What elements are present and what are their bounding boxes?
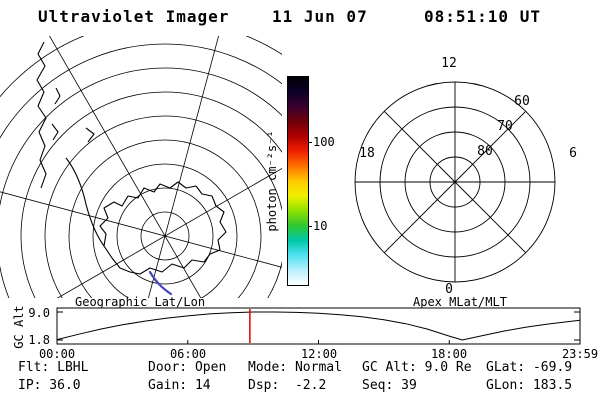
header-time: 08:51:10 UT [424, 7, 541, 26]
status-glon: GLon: 183.5 [486, 378, 573, 393]
status-seq: Seq: 39 [362, 378, 417, 393]
status-gain: Gain: 14 [148, 378, 211, 393]
left-coastline [36, 41, 47, 189]
altitude-plot-group [56, 307, 581, 345]
colorbar-tick-10: 10 [313, 219, 328, 233]
antarctica-coastline [99, 181, 227, 275]
alt-ytick-top: 9.0 [28, 306, 50, 320]
alt-ytick-bottom: 1.8 [28, 333, 50, 347]
altitude-timeline-plot [56, 307, 581, 345]
colorbar-gradient [287, 76, 309, 286]
geographic-polar-plot [0, 36, 282, 298]
island-marks [51, 87, 95, 143]
spacecraft-track [148, 270, 173, 296]
svg-text:70: 70 [497, 119, 513, 134]
status-ip: IP: 36.0 [18, 378, 81, 393]
xtick-0000: 00:00 [38, 347, 76, 361]
status-flt: Flt: LBHL [18, 360, 89, 375]
xtick-1800: 18:00 [430, 347, 468, 361]
svg-text:18: 18 [359, 146, 375, 161]
apex-plot-title: Apex MLat/MLT [413, 295, 507, 309]
status-mode: Mode: Normal [248, 360, 342, 375]
status-gcalt: GC Alt: 9.0 Re [362, 360, 472, 375]
colorbar-tick-100: 100 [313, 135, 335, 149]
xtick-0600: 06:00 [169, 347, 207, 361]
svg-text:6: 6 [569, 146, 577, 161]
xtick-1200: 12:00 [300, 347, 338, 361]
geo-grid-lines [0, 36, 282, 298]
colorbar-tickmark-100 [308, 142, 312, 143]
colorbar-unit-label: photon cm⁻²s⁻¹ [265, 130, 279, 232]
xtick-2359: 23:59 [561, 347, 599, 361]
svg-text:60: 60 [514, 94, 530, 109]
svg-text:80: 80 [477, 144, 493, 159]
geo-plot-title: Geographic Lat/Lon [75, 295, 206, 309]
colorbar-tickmark-10 [308, 226, 312, 227]
antarctic-peninsula-coastline [65, 157, 105, 247]
app-title: Ultraviolet Imager [38, 7, 230, 26]
svg-text:0: 0 [445, 282, 453, 297]
status-dsp: Dsp: -2.2 [248, 378, 327, 393]
svg-text:12: 12 [441, 56, 457, 71]
status-glat: GLat: -69.9 [486, 360, 573, 375]
header-date: 11 Jun 07 [272, 7, 368, 26]
status-door: Door: Open [148, 360, 227, 375]
